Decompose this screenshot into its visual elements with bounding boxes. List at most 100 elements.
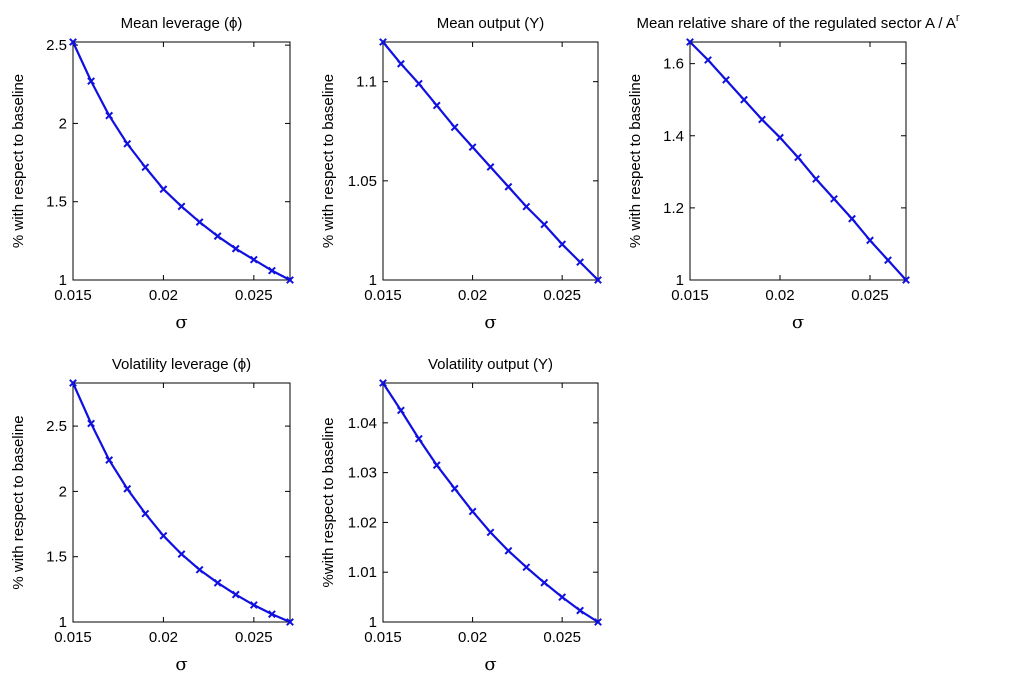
data-point-marker bbox=[540, 578, 549, 587]
y-tick-label: 1 bbox=[369, 614, 377, 631]
y-tick-label: 1.5 bbox=[46, 549, 67, 566]
y-tick-label: 1.04 bbox=[348, 415, 377, 432]
y-axis-label: % with respect to baseline bbox=[10, 415, 27, 589]
data-point-marker bbox=[504, 546, 513, 555]
x-axis-label: σ bbox=[484, 312, 496, 333]
data-point-marker bbox=[105, 111, 114, 120]
data-point-marker bbox=[468, 507, 477, 516]
data-point-marker bbox=[558, 593, 567, 602]
y-tick-label: 1 bbox=[369, 272, 377, 289]
data-point-marker bbox=[522, 563, 531, 572]
axes-box bbox=[72, 41, 291, 281]
data-point-marker bbox=[450, 123, 459, 132]
data-point-marker bbox=[123, 484, 132, 493]
y-axis-label: %with respect to baseline bbox=[320, 417, 337, 587]
series-line bbox=[382, 41, 599, 281]
y-tick-label: 1.4 bbox=[663, 128, 684, 145]
chart-title-text: Volatility output (Y) bbox=[428, 356, 553, 373]
x-tick-label: 0.015 bbox=[364, 629, 402, 646]
x-axis-label: σ bbox=[175, 312, 187, 333]
chart-title: Volatility leverage (ϕ) bbox=[112, 356, 251, 373]
data-point-marker bbox=[268, 266, 276, 275]
y-tick-label: 1.03 bbox=[348, 465, 377, 482]
x-tick-label: 0.02 bbox=[458, 287, 487, 304]
y-tick-label: 1.02 bbox=[348, 514, 377, 531]
data-point-marker bbox=[249, 601, 258, 609]
data-point-marker bbox=[812, 175, 820, 183]
x-tick-label: 0.025 bbox=[543, 629, 581, 646]
data-point-marker bbox=[268, 610, 276, 619]
data-point-marker bbox=[594, 618, 602, 626]
data-point-marker bbox=[686, 38, 694, 46]
data-point-marker bbox=[195, 565, 204, 574]
data-point-marker bbox=[87, 77, 95, 86]
data-point-marker bbox=[576, 606, 584, 615]
data-point-marker bbox=[740, 95, 748, 104]
data-point-marker bbox=[576, 258, 584, 267]
data-point-marker bbox=[540, 220, 549, 229]
x-tick-label: 0.02 bbox=[458, 629, 487, 646]
subplot-3: 0.015 0.02 0.025 1 1.2 1.4 1.6 Mean relative sh… bbox=[627, 12, 960, 333]
axes-box bbox=[382, 382, 599, 623]
data-point-marker bbox=[249, 255, 258, 264]
subplot-5: 0.015 0.02 0.025 1 1.01 1.02 1.03 1.04 Volatilit… bbox=[320, 356, 602, 675]
chart-title: Mean output (Y) bbox=[437, 15, 545, 32]
data-point-marker bbox=[177, 550, 186, 558]
x-tick-label: 0.02 bbox=[765, 287, 794, 304]
x-axis-label: σ bbox=[175, 654, 187, 675]
axes-box bbox=[72, 382, 291, 623]
chart-title: Mean relative share of the regulated sec… bbox=[636, 12, 959, 32]
x-tick-label: 0.02 bbox=[149, 629, 178, 646]
data-point-marker bbox=[866, 236, 874, 245]
data-point-marker bbox=[105, 456, 114, 464]
y-axis-label: % with respect to baseline bbox=[10, 74, 27, 248]
data-point-marker bbox=[848, 214, 856, 223]
chart-title: Mean leverage (ϕ) bbox=[121, 15, 243, 32]
data-point-marker bbox=[776, 133, 784, 142]
y-tick-label: 1.5 bbox=[46, 194, 67, 211]
data-point-marker bbox=[486, 163, 495, 171]
data-point-marker bbox=[286, 276, 294, 284]
data-point-marker bbox=[704, 56, 712, 64]
y-tick-label: 1 bbox=[59, 272, 67, 289]
data-point-marker bbox=[450, 484, 459, 493]
data-point-marker bbox=[286, 618, 294, 626]
y-tick-label: 2.5 bbox=[46, 418, 67, 435]
data-point-marker bbox=[69, 379, 77, 387]
x-tick-label: 0.015 bbox=[54, 629, 92, 646]
subplot-1: 0.015 0.02 0.025 1 1.5 2 2.5 Mean leverage (ϕ) σ… bbox=[10, 15, 294, 333]
data-point-marker bbox=[414, 79, 423, 88]
data-point-marker bbox=[69, 38, 77, 46]
data-point-marker bbox=[397, 59, 405, 68]
data-point-marker bbox=[504, 182, 513, 191]
y-tick-label: 1.2 bbox=[663, 200, 684, 217]
data-point-marker bbox=[159, 531, 168, 540]
data-point-marker bbox=[758, 115, 766, 124]
data-point-marker bbox=[432, 101, 441, 110]
x-tick-label: 0.015 bbox=[54, 287, 92, 304]
x-tick-label: 0.025 bbox=[851, 287, 889, 304]
data-point-marker bbox=[468, 143, 477, 152]
x-tick-label: 0.025 bbox=[235, 629, 273, 646]
data-point-marker bbox=[397, 406, 405, 415]
x-axis-label: σ bbox=[484, 654, 496, 675]
data-point-marker bbox=[794, 153, 802, 162]
data-point-marker bbox=[594, 276, 602, 284]
data-point-marker bbox=[486, 528, 495, 537]
y-axis-label: % with respect to baseline bbox=[627, 74, 644, 248]
data-point-marker bbox=[830, 194, 838, 203]
series-line bbox=[689, 41, 907, 281]
y-tick-label: 2 bbox=[59, 483, 67, 500]
y-tick-label: 1.6 bbox=[663, 56, 684, 73]
data-point-marker bbox=[902, 276, 910, 284]
data-point-marker bbox=[432, 461, 441, 470]
data-point-marker bbox=[379, 379, 387, 387]
data-point-marker bbox=[123, 139, 132, 148]
x-tick-label: 0.025 bbox=[235, 287, 273, 304]
y-tick-label: 1 bbox=[676, 272, 684, 289]
axes-box bbox=[689, 41, 907, 281]
chart-title-text: Mean output (Y) bbox=[437, 15, 545, 32]
series-line bbox=[71, 382, 291, 624]
data-point-marker bbox=[159, 185, 168, 194]
